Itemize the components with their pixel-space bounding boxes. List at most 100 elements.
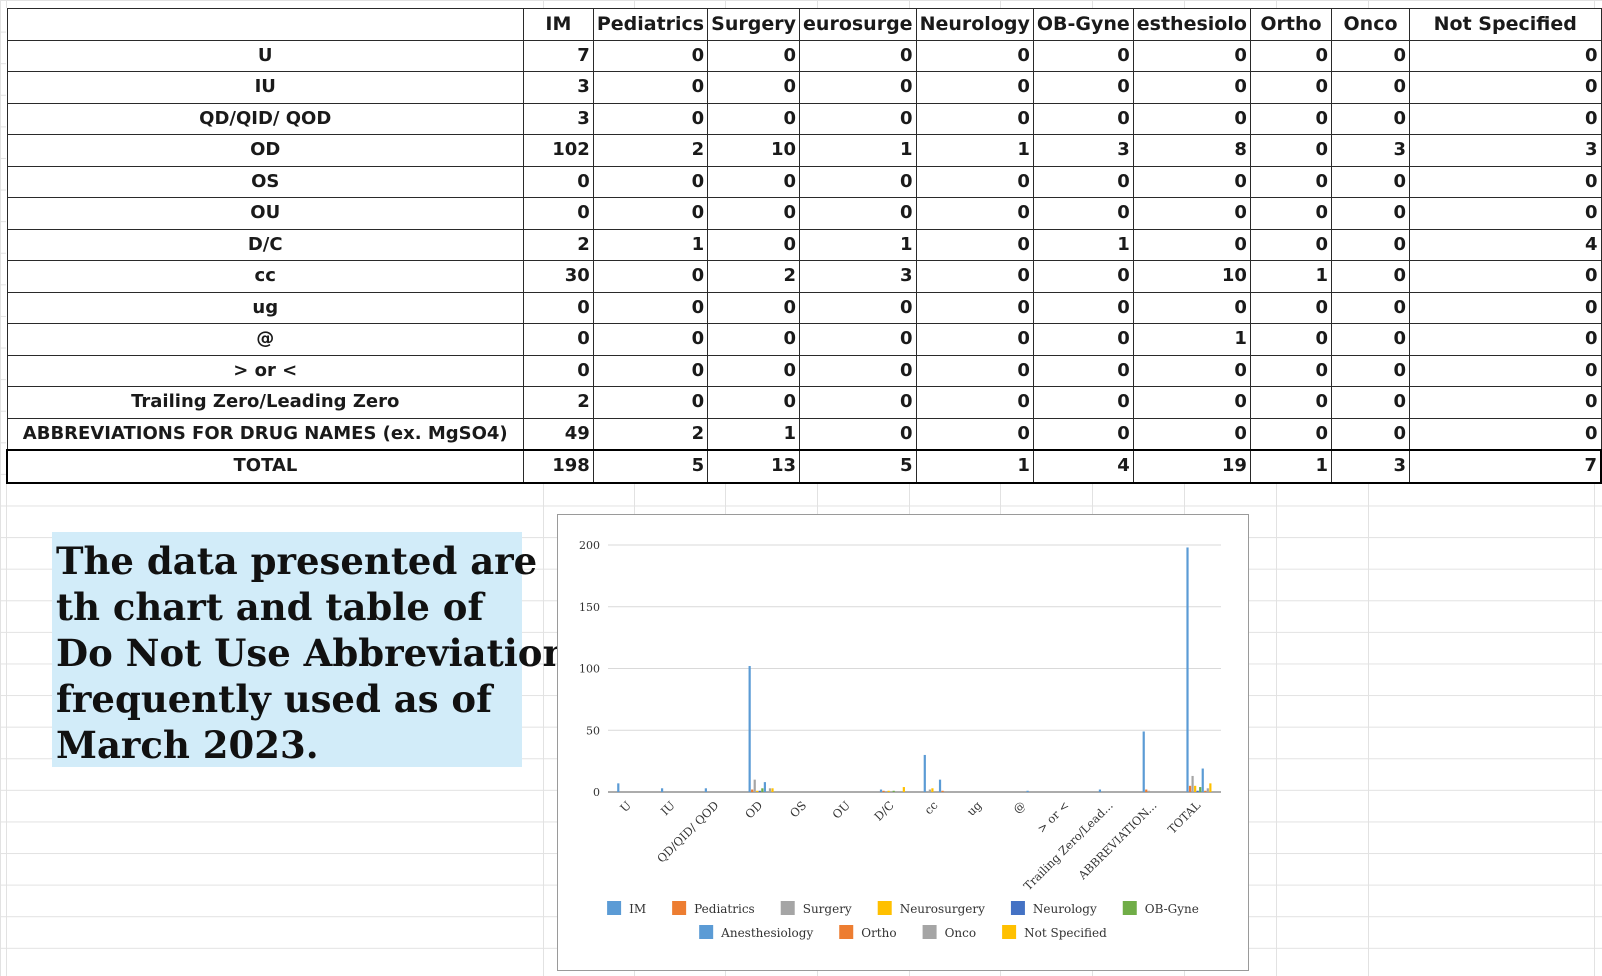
value-cell[interactable]: 0 xyxy=(707,354,801,387)
value-cell[interactable]: 1 xyxy=(1249,449,1333,484)
value-cell[interactable]: 102 xyxy=(522,134,594,167)
value-cell[interactable]: 0 xyxy=(799,197,917,230)
column-header[interactable]: Onco xyxy=(1331,8,1410,41)
value-cell[interactable]: 0 xyxy=(1408,260,1602,293)
value-cell[interactable]: 0 xyxy=(592,291,709,324)
value-cell[interactable]: 0 xyxy=(1032,165,1134,198)
value-cell[interactable]: 0 xyxy=(1032,291,1134,324)
value-cell[interactable]: 0 xyxy=(592,386,709,419)
value-cell[interactable]: 0 xyxy=(1032,71,1134,104)
value-cell[interactable]: 0 xyxy=(707,386,801,419)
value-cell[interactable]: 0 xyxy=(915,39,1034,72)
value-cell[interactable]: 0 xyxy=(707,165,801,198)
value-cell[interactable]: 7 xyxy=(522,39,594,72)
value-cell[interactable]: 0 xyxy=(915,354,1034,387)
value-cell[interactable]: 0 xyxy=(1032,260,1134,293)
value-cell[interactable]: 0 xyxy=(707,102,801,135)
value-cell[interactable]: 3 xyxy=(799,260,917,293)
value-cell[interactable]: 2 xyxy=(592,134,709,167)
value-cell[interactable]: 0 xyxy=(1408,197,1602,230)
value-cell[interactable]: 0 xyxy=(799,386,917,419)
value-cell[interactable]: 2 xyxy=(707,260,801,293)
value-cell[interactable]: 0 xyxy=(1408,165,1602,198)
value-cell[interactable]: 0 xyxy=(522,165,594,198)
value-cell[interactable]: 0 xyxy=(592,71,709,104)
value-cell[interactable]: 0 xyxy=(1249,102,1333,135)
value-cell[interactable]: 0 xyxy=(1408,386,1602,419)
value-cell[interactable]: 0 xyxy=(1331,71,1410,104)
row-label-cell[interactable]: @ xyxy=(6,323,524,356)
row-label-cell[interactable]: QD/QID/ QOD xyxy=(6,102,524,135)
row-label-cell[interactable]: OU xyxy=(6,197,524,230)
value-cell[interactable]: 1 xyxy=(1032,228,1134,261)
value-cell[interactable]: 3 xyxy=(522,102,594,135)
value-cell[interactable]: 0 xyxy=(915,197,1034,230)
bar-chart[interactable]: 0 50 100 150 200 U IU QD/QID/ QOD OD OS OU D/C cc ug @… xyxy=(557,514,1249,971)
row-label-cell[interactable]: ug xyxy=(6,291,524,324)
value-cell[interactable]: 0 xyxy=(1132,102,1251,135)
value-cell[interactable]: 0 xyxy=(1249,197,1333,230)
value-cell[interactable]: 0 xyxy=(592,39,709,72)
value-cell[interactable]: 0 xyxy=(1249,71,1333,104)
value-cell[interactable]: 0 xyxy=(707,323,801,356)
value-cell[interactable]: 19 xyxy=(1132,449,1251,484)
value-cell[interactable]: 1 xyxy=(915,449,1034,484)
value-cell[interactable]: 0 xyxy=(522,354,594,387)
value-cell[interactable]: 0 xyxy=(707,71,801,104)
value-cell[interactable]: 0 xyxy=(1249,165,1333,198)
value-cell[interactable]: 0 xyxy=(1249,354,1333,387)
value-cell[interactable]: 0 xyxy=(1249,386,1333,419)
value-cell[interactable]: 4 xyxy=(1408,228,1602,261)
value-cell[interactable]: 0 xyxy=(707,39,801,72)
value-cell[interactable]: 1 xyxy=(707,417,801,451)
value-cell[interactable]: 10 xyxy=(1132,260,1251,293)
value-cell[interactable]: 0 xyxy=(915,165,1034,198)
value-cell[interactable]: 0 xyxy=(1132,71,1251,104)
value-cell[interactable]: 0 xyxy=(1132,354,1251,387)
value-cell[interactable]: 1 xyxy=(592,228,709,261)
value-cell[interactable]: 0 xyxy=(522,291,594,324)
value-cell[interactable]: 0 xyxy=(1408,417,1602,451)
value-cell[interactable]: 5 xyxy=(799,449,917,484)
row-label-cell[interactable]: OS xyxy=(6,165,524,198)
value-cell[interactable]: 0 xyxy=(592,165,709,198)
value-cell[interactable]: 2 xyxy=(592,417,709,451)
column-header[interactable]: Not Specified xyxy=(1408,8,1602,41)
value-cell[interactable]: 0 xyxy=(915,102,1034,135)
value-cell[interactable]: 3 xyxy=(1032,134,1134,167)
value-cell[interactable]: 0 xyxy=(707,228,801,261)
value-cell[interactable]: 0 xyxy=(1331,39,1410,72)
value-cell[interactable]: 0 xyxy=(1408,323,1602,356)
value-cell[interactable]: 0 xyxy=(799,354,917,387)
row-label-cell[interactable]: U xyxy=(6,39,524,72)
value-cell[interactable]: 1 xyxy=(1132,323,1251,356)
column-header[interactable]: Pediatrics xyxy=(592,8,709,41)
value-cell[interactable]: 3 xyxy=(1408,134,1602,167)
value-cell[interactable]: 0 xyxy=(799,39,917,72)
value-cell[interactable]: 4 xyxy=(1032,449,1134,484)
value-cell[interactable]: 0 xyxy=(1331,386,1410,419)
value-cell[interactable]: 0 xyxy=(1331,260,1410,293)
value-cell[interactable]: 0 xyxy=(799,165,917,198)
row-label-cell[interactable]: ABBREVIATIONS FOR DRUG NAMES (ex. MgSO4) xyxy=(6,417,524,451)
column-header[interactable]: esthesiolo xyxy=(1132,8,1251,41)
value-cell[interactable]: 3 xyxy=(522,71,594,104)
column-header[interactable] xyxy=(6,8,524,41)
value-cell[interactable]: 0 xyxy=(1331,417,1410,451)
value-cell[interactable]: 0 xyxy=(1249,417,1333,451)
value-cell[interactable]: 49 xyxy=(522,417,594,451)
value-cell[interactable]: 7 xyxy=(1408,449,1602,484)
value-cell[interactable]: 0 xyxy=(915,323,1034,356)
value-cell[interactable]: 0 xyxy=(799,417,917,451)
value-cell[interactable]: 0 xyxy=(1249,228,1333,261)
value-cell[interactable]: 0 xyxy=(1032,102,1134,135)
value-cell[interactable]: 8 xyxy=(1132,134,1251,167)
value-cell[interactable]: 0 xyxy=(799,323,917,356)
value-cell[interactable]: 0 xyxy=(1132,386,1251,419)
value-cell[interactable]: 0 xyxy=(1249,323,1333,356)
value-cell[interactable]: 0 xyxy=(522,323,594,356)
value-cell[interactable]: 0 xyxy=(1331,102,1410,135)
column-header[interactable]: Ortho xyxy=(1249,8,1333,41)
value-cell[interactable]: 198 xyxy=(522,449,594,484)
value-cell[interactable]: 0 xyxy=(1032,354,1134,387)
